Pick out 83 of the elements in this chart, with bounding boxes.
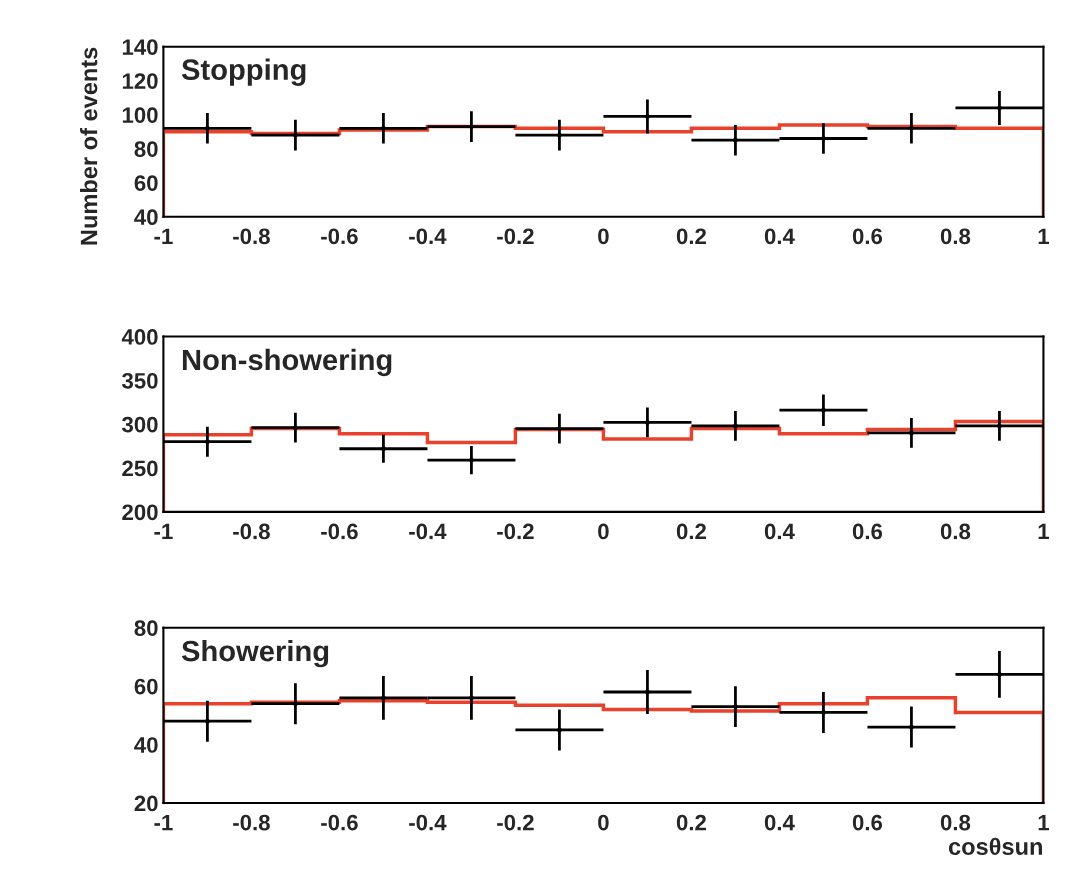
x-tick-label: -0.8 [233, 228, 270, 245]
point [293, 132, 298, 138]
point [557, 132, 562, 138]
x-tick-label: -0.2 [497, 228, 534, 245]
point [469, 457, 474, 463]
point [997, 672, 1002, 677]
chart-title: Non-showering [182, 348, 392, 377]
x-tick-label: 0.2 [676, 228, 706, 245]
y-tick-label: 200 [122, 504, 158, 521]
point [997, 423, 1002, 429]
y-tick-label: 60 [134, 678, 158, 695]
x-tick-label: 1 [1038, 814, 1049, 831]
x-tick-label: 0 [598, 228, 609, 245]
point [645, 420, 650, 425]
y-tick-label: 350 [121, 372, 158, 389]
point [293, 701, 298, 707]
y-axis-title: Number of events [80, 47, 98, 245]
x-tick-label: -0.6 [321, 228, 358, 245]
x-tick-label: 1 [1038, 523, 1049, 540]
point [205, 125, 210, 131]
x-tick-label: -1 [154, 523, 173, 540]
point [293, 425, 298, 431]
point [557, 426, 562, 431]
x-tick-label: -0.8 [233, 523, 270, 540]
y-tick-label: 40 [134, 737, 158, 753]
point [205, 439, 210, 445]
point [381, 695, 386, 701]
x-tick-label: 1 [1038, 228, 1049, 244]
point [909, 724, 914, 730]
point [733, 137, 738, 143]
chart-title: Stopping [181, 58, 306, 86]
x-tick-label: 0.8 [940, 814, 971, 831]
y-tick-label: 60 [134, 175, 158, 191]
y-tick-label: 20 [134, 795, 158, 812]
x-tick-label: -0.4 [409, 523, 447, 540]
x-tick-label: 0.8 [940, 228, 971, 245]
y-tick-label: 250 [122, 460, 158, 477]
x-tick-label: 0.4 [764, 814, 795, 831]
y-tick-label: 120 [122, 73, 158, 89]
x-tick-label: -0.6 [321, 814, 358, 831]
x-tick-label: 0.2 [676, 523, 706, 540]
y-tick-label: 40 [134, 209, 158, 225]
point [381, 125, 386, 131]
point [381, 446, 386, 452]
x-tick-label: 0.6 [852, 814, 883, 831]
point [733, 423, 738, 429]
x-tick-label: -0.2 [497, 814, 534, 831]
x-tick-label: -1 [154, 814, 173, 831]
point [205, 718, 210, 724]
point [469, 695, 474, 701]
x-tick-label: -0.2 [497, 523, 534, 540]
y-tick-label: 80 [134, 620, 158, 636]
x-tick-label: 0.6 [852, 523, 883, 540]
point [997, 105, 1002, 111]
y-tick-label: 100 [122, 107, 158, 123]
point [557, 727, 562, 733]
point [909, 430, 914, 436]
x-tick-label: -0.6 [321, 523, 358, 540]
point [821, 407, 826, 413]
point [821, 710, 826, 715]
x-tick-label: 0 [598, 814, 609, 831]
x-tick-label: -0.8 [233, 814, 270, 831]
point [469, 124, 474, 130]
x-tick-label: 0.4 [764, 228, 795, 245]
x-tick-label: 0 [598, 523, 609, 540]
x-tick-label: 0.6 [852, 228, 883, 245]
x-tick-label: -1 [154, 228, 173, 244]
point [821, 136, 826, 141]
x-tick-label: 0.8 [940, 523, 971, 540]
chart-title: Showering [181, 639, 329, 668]
point [909, 125, 914, 131]
y-tick-label: 300 [121, 416, 158, 433]
x-tick-label: -0.4 [409, 814, 447, 831]
point [733, 704, 738, 710]
y-tick-label: 140 [122, 39, 158, 55]
x-tick-label: 0.4 [764, 523, 795, 540]
y-tick-label: 400 [121, 329, 158, 345]
x-axis-title: cosθsun [948, 837, 1042, 855]
x-tick-label: -0.4 [409, 228, 447, 245]
y-tick-label: 80 [134, 141, 158, 157]
point [645, 689, 650, 695]
point [645, 114, 650, 119]
x-tick-label: 0.2 [676, 814, 706, 831]
